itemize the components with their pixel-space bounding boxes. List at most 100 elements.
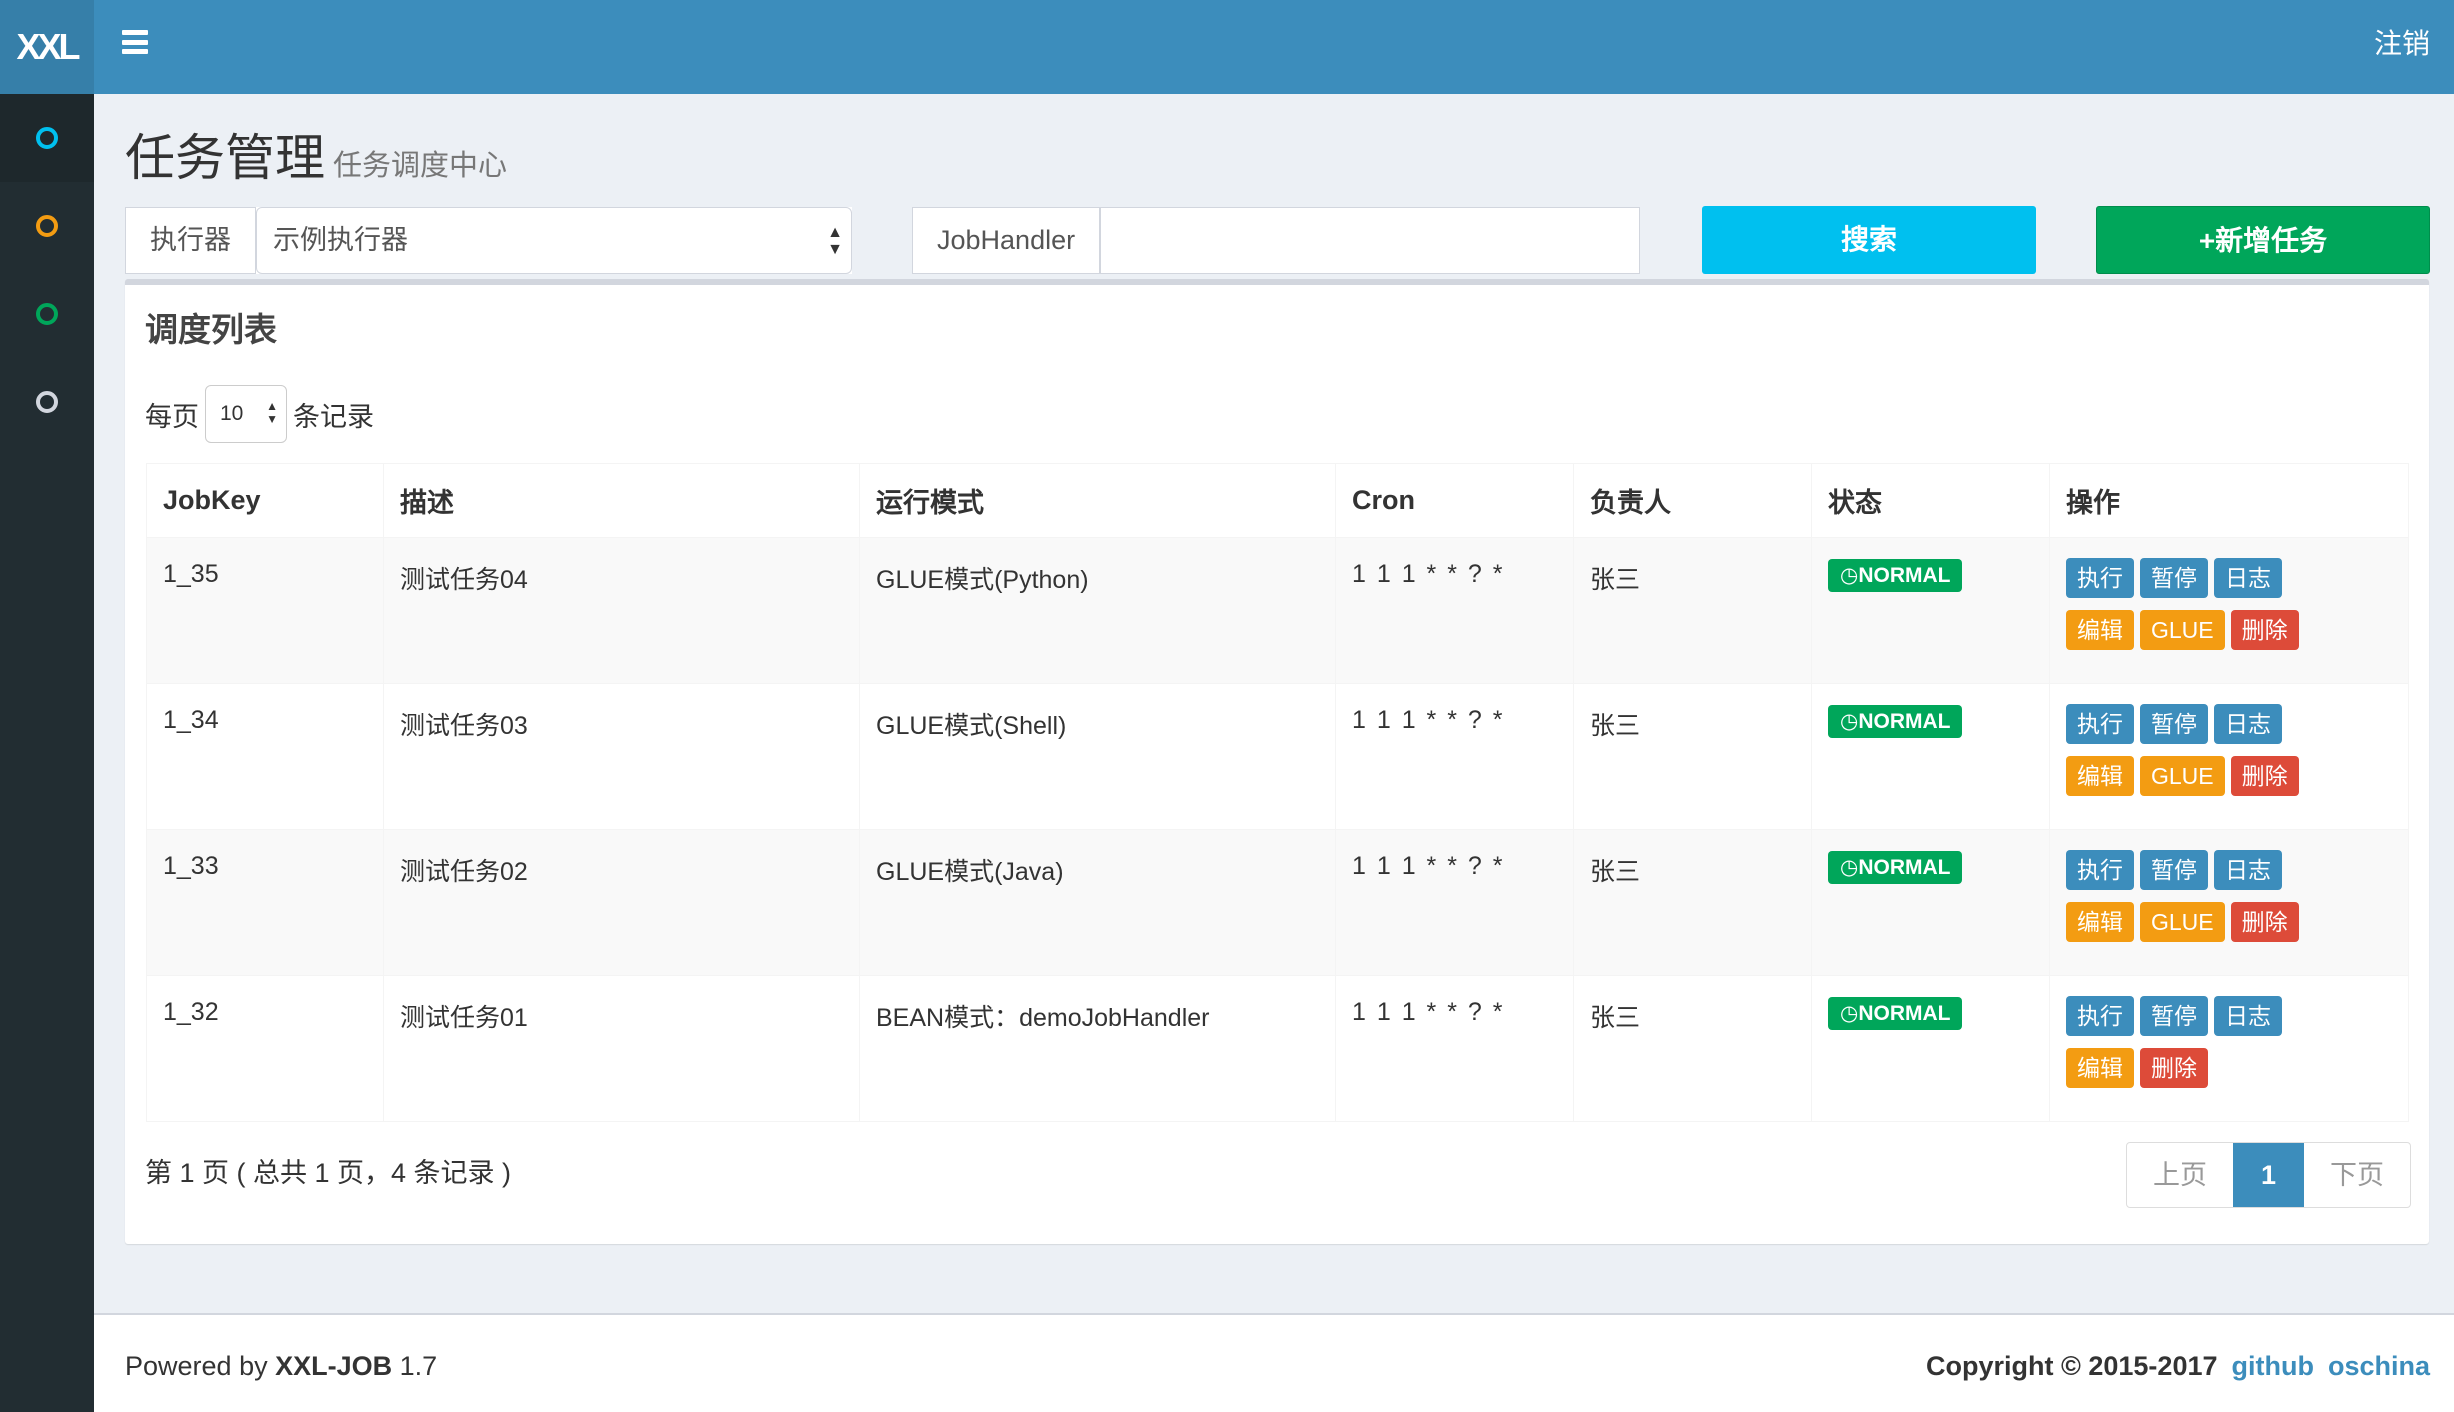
table-row: 1_32 测试任务01 BEAN模式：demoJobHandler 1 1 1 * *… <box>146 975 2409 1122</box>
cell-desc: 测试任务04 <box>383 537 860 684</box>
clock-icon: ◷ <box>1840 710 1859 733</box>
per-page-suffix: 条记录 <box>293 401 374 432</box>
per-page-prefix: 每页 <box>145 401 199 432</box>
cell-mode: BEAN模式：demoJobHandler <box>859 975 1336 1122</box>
action-button-edit[interactable]: 编辑 <box>2066 610 2134 650</box>
sidebar-item-3[interactable] <box>0 270 94 358</box>
search-button[interactable]: 搜索 <box>1702 206 2036 274</box>
status-text: NORMAL <box>1858 1002 1951 1025</box>
cell-cron: 1 1 1 * * ? * <box>1335 975 1574 1122</box>
column-header[interactable]: 操作 <box>2049 463 2409 538</box>
cell-desc: 测试任务01 <box>383 975 860 1122</box>
action-button-log[interactable]: 日志 <box>2214 850 2282 890</box>
action-button-pause[interactable]: 暂停 <box>2140 996 2208 1036</box>
cell-key: 1_34 <box>146 683 384 830</box>
executor-select[interactable]: 示例执行器 ▲ ▼ <box>256 207 852 274</box>
pagination: 上页 1 下页 <box>2125 1142 2411 1208</box>
executor-label: 执行器 <box>125 207 256 274</box>
action-button-delete[interactable]: 删除 <box>2140 1048 2208 1088</box>
pagination-info: 第 1 页 ( 总共 1 页，4 条记录 ) <box>145 1158 512 1188</box>
page-title: 任务管理 任务调度中心 <box>125 118 507 190</box>
cell-key: 1_32 <box>146 975 384 1122</box>
cell-mode: GLUE模式(Shell) <box>859 683 1336 830</box>
status-text: NORMAL <box>1858 856 1951 879</box>
job-list-box: 调度列表 每页 10 ▲ ▼ 条记录 JobKey 描述 运行模式 Cron 负责人 状态 操作… <box>125 279 2429 1244</box>
clock-icon: ◷ <box>1840 564 1859 587</box>
column-header[interactable]: 状态 <box>1811 463 2050 538</box>
action-button-delete[interactable]: 删除 <box>2230 610 2299 650</box>
sidebar-item-2[interactable] <box>0 182 94 270</box>
action-button-log[interactable]: 日志 <box>2214 704 2282 744</box>
executor-value: 示例执行器 <box>273 225 408 255</box>
action-button-glue[interactable]: GLUE <box>2140 610 2225 650</box>
logo-text: XXL <box>16 26 80 67</box>
column-header[interactable]: 运行模式 <box>859 463 1336 538</box>
action-button-run[interactable]: 执行 <box>2066 996 2134 1036</box>
table-row: 1_35 测试任务04 GLUE模式(Python) 1 1 1 * * ? * 张三 ◷… <box>146 537 2409 684</box>
circle-icon <box>36 391 58 413</box>
column-header[interactable]: JobKey <box>146 463 384 538</box>
github-link[interactable]: github <box>2231 1351 2314 1381</box>
status-badge: ◷NORMAL <box>1828 997 1963 1030</box>
sidebar-item-1[interactable] <box>0 94 94 182</box>
cell-key: 1_35 <box>146 537 384 684</box>
action-button-edit[interactable]: 编辑 <box>2066 1048 2134 1088</box>
action-button-delete[interactable]: 删除 <box>2230 756 2299 796</box>
action-button-edit[interactable]: 编辑 <box>2066 756 2134 796</box>
table-row: 1_33 测试任务02 GLUE模式(Java) 1 1 1 * * ? * 张三 ◷NO… <box>146 829 2409 976</box>
page-length-select[interactable]: 10 ▲ ▼ <box>205 385 287 443</box>
cell-owner: 张三 <box>1573 683 1812 830</box>
oschina-link[interactable]: oschina <box>2327 1351 2430 1381</box>
page-length-value: 10 <box>220 402 244 425</box>
jobhandler-input[interactable] <box>1100 207 1640 274</box>
jobhandler-filter: JobHandler <box>912 207 1640 274</box>
hamburger-menu-icon[interactable] <box>122 30 148 54</box>
add-job-button[interactable]: +新增任务 <box>2096 206 2430 274</box>
cell-mode: GLUE模式(Python) <box>859 537 1336 684</box>
action-button-pause[interactable]: 暂停 <box>2140 850 2208 890</box>
action-button-run[interactable]: 执行 <box>2066 704 2134 744</box>
column-header[interactable]: 描述 <box>383 463 860 538</box>
select-arrows-icon: ▲ ▼ <box>266 399 278 426</box>
action-button-delete[interactable]: 删除 <box>2230 902 2299 942</box>
version: 1.7 <box>392 1351 438 1381</box>
page-1-button[interactable]: 1 <box>2232 1143 2304 1207</box>
column-header[interactable]: 负责人 <box>1573 463 1812 538</box>
cell-actions: 执行 暂停 日志编辑 GLUE 删除 <box>2049 683 2409 830</box>
logo[interactable]: XXL <box>0 0 94 94</box>
logout-link[interactable]: 注销 <box>2373 28 2430 59</box>
sidebar <box>0 94 94 1412</box>
sidebar-item-4[interactable] <box>0 358 94 446</box>
cell-desc: 测试任务02 <box>383 829 860 976</box>
prev-page-button[interactable]: 上页 <box>2152 1160 2207 1190</box>
cell-actions: 执行 暂停 日志编辑 GLUE 删除 <box>2049 829 2409 976</box>
action-button-log[interactable]: 日志 <box>2214 558 2282 598</box>
box-title: 调度列表 <box>145 311 277 348</box>
top-navbar: XXL 注销 <box>0 0 2454 94</box>
status-text: NORMAL <box>1858 564 1951 587</box>
status-badge: ◷NORMAL <box>1828 851 1963 884</box>
page-subtitle: 任务调度中心 <box>333 150 508 182</box>
cell-owner: 张三 <box>1573 975 1812 1122</box>
cell-owner: 张三 <box>1573 829 1812 976</box>
jobhandler-label: JobHandler <box>912 207 1101 274</box>
action-button-pause[interactable]: 暂停 <box>2140 704 2208 744</box>
page-title-text: 任务管理 <box>125 130 325 186</box>
next-page-button[interactable]: 下页 <box>2330 1160 2384 1190</box>
action-button-run[interactable]: 执行 <box>2066 850 2134 890</box>
action-button-run[interactable]: 执行 <box>2066 558 2134 598</box>
action-button-pause[interactable]: 暂停 <box>2140 558 2208 598</box>
column-header[interactable]: Cron <box>1335 463 1574 538</box>
cell-cron: 1 1 1 * * ? * <box>1335 537 1574 684</box>
action-button-glue[interactable]: GLUE <box>2140 902 2225 942</box>
cell-key: 1_33 <box>146 829 384 976</box>
cell-owner: 张三 <box>1573 537 1812 684</box>
table-row: 1_34 测试任务03 GLUE模式(Shell) 1 1 1 * * ? * 张三 ◷N… <box>146 683 2409 830</box>
cell-status: ◷NORMAL <box>1811 683 2050 830</box>
action-button-edit[interactable]: 编辑 <box>2066 902 2134 942</box>
cell-cron: 1 1 1 * * ? * <box>1335 683 1574 830</box>
action-button-glue[interactable]: GLUE <box>2140 756 2225 796</box>
action-button-log[interactable]: 日志 <box>2214 996 2282 1036</box>
cell-status: ◷NORMAL <box>1811 829 2050 976</box>
clock-icon: ◷ <box>1840 856 1859 879</box>
